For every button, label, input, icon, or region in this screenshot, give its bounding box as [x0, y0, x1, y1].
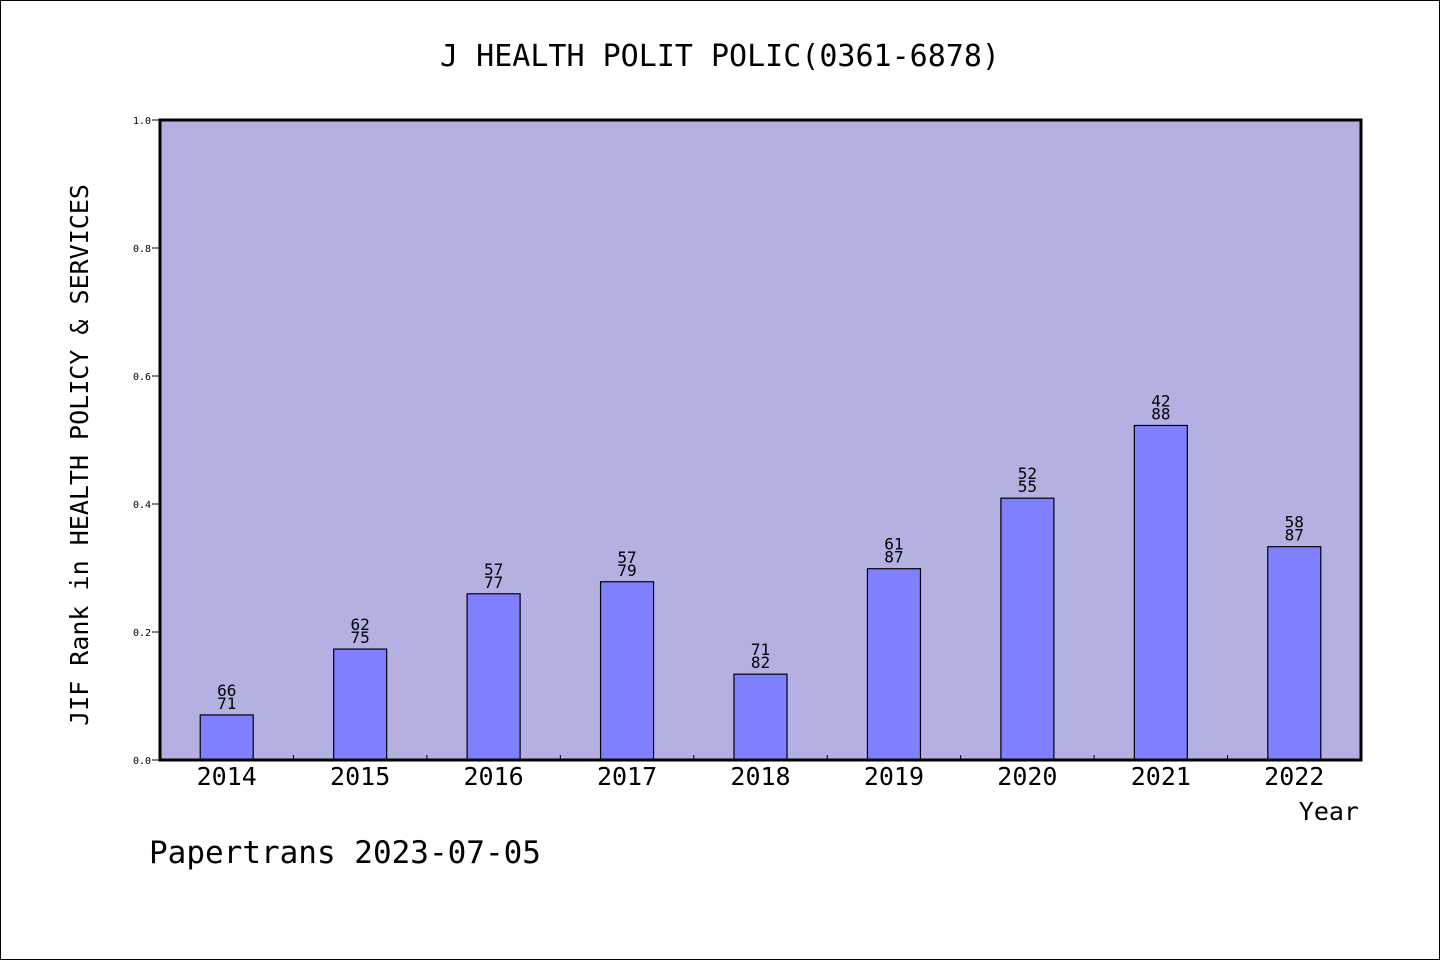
bar-2020 — [1000, 497, 1055, 761]
bar-2022 — [1267, 546, 1322, 761]
bar-label-2018-bottom: 82 — [751, 653, 770, 672]
y-tick-label-0.0: 0.0 — [133, 756, 151, 767]
bar-label-2020-bottom: 55 — [1018, 477, 1037, 496]
bar-label-2016-top: 57 — [484, 560, 503, 579]
y-tick-label-0.2: 0.2 — [133, 628, 151, 639]
bar-label-2014-bottom: 71 — [217, 694, 236, 713]
x-tick-labels: 2014 2015 2016 2017 2018 2019 2020 2021 2022 — [197, 762, 1325, 791]
footer-stamp: Papertrans 2023-07-05 — [149, 835, 541, 871]
bar-label-2018-top: 71 — [751, 640, 770, 659]
bar-2015 — [333, 648, 388, 761]
bar-label-2015-bottom: 75 — [351, 628, 370, 647]
bar-label-2021-bottom: 88 — [1151, 404, 1170, 423]
bar-2014 — [199, 714, 254, 761]
bar-label-2022-top: 58 — [1285, 513, 1304, 532]
y-axis-label: JIF Rank in HEALTH POLICY & SERVICES — [65, 184, 94, 726]
y-tick-label-0.4: 0.4 — [133, 500, 151, 511]
bars — [199, 424, 1322, 761]
x-tick-label-2020: 2020 — [997, 762, 1057, 791]
bar-2019 — [866, 568, 922, 761]
bar-label-2016-bottom: 77 — [484, 573, 503, 592]
x-tick-label-2014: 2014 — [197, 762, 257, 791]
bar-label-2021-top: 42 — [1151, 391, 1170, 410]
bar-label-2014-top: 66 — [217, 681, 236, 700]
x-tick-label-2019: 2019 — [864, 762, 924, 791]
y-tick-label-0.6: 0.6 — [133, 372, 151, 383]
x-tick-label-2016: 2016 — [464, 762, 524, 791]
x-axis-label: Year — [1299, 797, 1359, 826]
bar-2017 — [599, 581, 655, 761]
bar-label-2015-top: 62 — [351, 615, 370, 634]
bar-label-2017-bottom: 79 — [617, 561, 636, 580]
bar-2021 — [1133, 424, 1188, 761]
x-tick-label-2017: 2017 — [597, 762, 657, 791]
x-tick-label-2021: 2021 — [1131, 762, 1191, 791]
x-tick-label-2015: 2015 — [330, 762, 390, 791]
bar-label-2019-bottom: 87 — [884, 548, 903, 567]
plot-border — [158, 118, 1363, 762]
y-tick-label-1.0: 1.0 — [133, 116, 151, 127]
bar-label-2017-top: 57 — [617, 548, 636, 567]
bar-label-2019-top: 61 — [884, 535, 903, 554]
x-tick-label-2018: 2018 — [730, 762, 790, 791]
bar-label-2020-top: 52 — [1018, 464, 1037, 483]
chart-title: J HEALTH POLIT POLIC(0361-6878) — [440, 39, 1000, 74]
bar-label-2022-bottom: 87 — [1285, 526, 1304, 545]
y-tick-label-0.8: 0.8 — [133, 244, 151, 255]
bar-2016 — [466, 593, 521, 761]
y-tick-labels: 0.0 0.2 0.4 0.6 0.8 1.0 — [133, 116, 151, 767]
bar-2018 — [733, 673, 788, 761]
x-tick-label-2022: 2022 — [1264, 762, 1324, 791]
